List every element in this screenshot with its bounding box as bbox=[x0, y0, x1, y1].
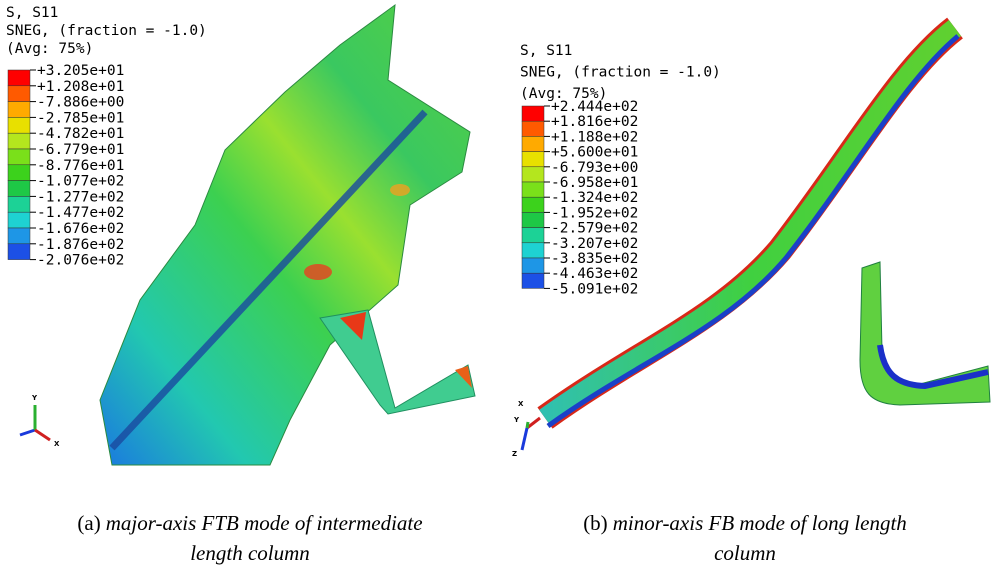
axis-label: Z bbox=[512, 450, 517, 458]
legend-value: -1.077e+02 bbox=[37, 174, 124, 190]
legend-swatch bbox=[8, 196, 30, 212]
caption-line: (a) major-axis FTB mode of intermediate bbox=[77, 511, 422, 535]
caption-line: column bbox=[714, 541, 776, 565]
axis-label: X bbox=[54, 440, 60, 448]
caption-line: (b)minor-axis FB mode of long length bbox=[583, 511, 907, 535]
legend-value: -1.477e+02 bbox=[37, 205, 124, 221]
legend-swatch bbox=[8, 117, 30, 133]
legend-header: S, S11 bbox=[520, 43, 572, 59]
legend-value: -5.091e+02 bbox=[551, 281, 638, 297]
legend-swatch bbox=[8, 165, 30, 181]
legend-value: -1.324e+02 bbox=[551, 190, 638, 206]
legend-swatch bbox=[8, 70, 30, 86]
legend-value: -7.886e+00 bbox=[37, 95, 124, 111]
legend-header: (Avg: 75%) bbox=[6, 41, 93, 57]
caption-text: minor-axis FB mode of long length bbox=[613, 511, 907, 535]
legend-header: SNEG, (fraction = -1.0) bbox=[6, 23, 207, 39]
legend-swatch bbox=[8, 228, 30, 244]
legend-swatch bbox=[522, 197, 544, 212]
legend-header: SNEG, (fraction = -1.0) bbox=[520, 65, 721, 81]
legend-value: -1.876e+02 bbox=[37, 237, 124, 253]
axis-triad bbox=[522, 418, 540, 450]
legend-value: -1.952e+02 bbox=[551, 205, 638, 221]
legend-value: -6.958e+01 bbox=[551, 175, 638, 191]
axis-label: X bbox=[518, 400, 524, 408]
legend-value: +2.444e+02 bbox=[551, 99, 638, 115]
legend-swatch bbox=[8, 133, 30, 149]
legend-swatch bbox=[522, 121, 544, 136]
legend-value: -2.785e+01 bbox=[37, 110, 124, 126]
legend-swatch bbox=[8, 181, 30, 197]
caption-label: (b) bbox=[583, 511, 608, 535]
legend-value: -1.277e+02 bbox=[37, 189, 124, 205]
legend-swatch bbox=[522, 167, 544, 182]
legend-swatch bbox=[522, 258, 544, 273]
legend-value: +1.208e+01 bbox=[37, 79, 124, 95]
legend-swatch bbox=[8, 86, 30, 102]
legend-value: +3.205e+01 bbox=[37, 63, 124, 79]
legend-swatch bbox=[8, 212, 30, 228]
legend-value: -3.835e+02 bbox=[551, 251, 638, 267]
legend-value: +5.600e+01 bbox=[551, 145, 638, 161]
caption-label: (a) bbox=[77, 511, 100, 535]
legend-value: -4.463e+02 bbox=[551, 266, 638, 282]
legend-swatch bbox=[522, 182, 544, 197]
legend-swatch bbox=[8, 102, 30, 118]
legend-value: -2.579e+02 bbox=[551, 221, 638, 237]
legend-value: -2.076e+02 bbox=[37, 253, 124, 269]
legend-swatch bbox=[8, 149, 30, 165]
legend-value: -1.676e+02 bbox=[37, 221, 124, 237]
legend-swatch bbox=[522, 243, 544, 258]
axis-label: Y bbox=[31, 394, 38, 402]
legend-value: -6.793e+00 bbox=[551, 160, 638, 176]
legend-swatch bbox=[522, 228, 544, 243]
legend-swatch bbox=[522, 106, 544, 121]
legend-swatch bbox=[8, 244, 30, 260]
legend-value: -4.782e+01 bbox=[37, 126, 124, 142]
axis-label: Y bbox=[513, 416, 520, 424]
legend-value: -3.207e+02 bbox=[551, 236, 638, 252]
legend-swatch bbox=[522, 273, 544, 288]
legend-value: +1.816e+02 bbox=[551, 114, 638, 130]
legend-value: -6.779e+01 bbox=[37, 142, 124, 158]
legend-header: S, S11 bbox=[6, 5, 58, 21]
legend-swatch bbox=[522, 136, 544, 151]
axis-triad bbox=[20, 405, 50, 440]
legend-swatch bbox=[522, 212, 544, 227]
caption-text: major-axis FTB mode of intermediate bbox=[106, 511, 423, 535]
caption-line: length column bbox=[190, 541, 310, 565]
legend-value: -8.776e+01 bbox=[37, 158, 124, 174]
legend-swatch bbox=[522, 152, 544, 167]
legend-value: +1.188e+02 bbox=[551, 129, 638, 145]
figure: Y X X Y Z S, S11 SNEG, (fraction = -1.0) (… bbox=[0, 0, 992, 570]
